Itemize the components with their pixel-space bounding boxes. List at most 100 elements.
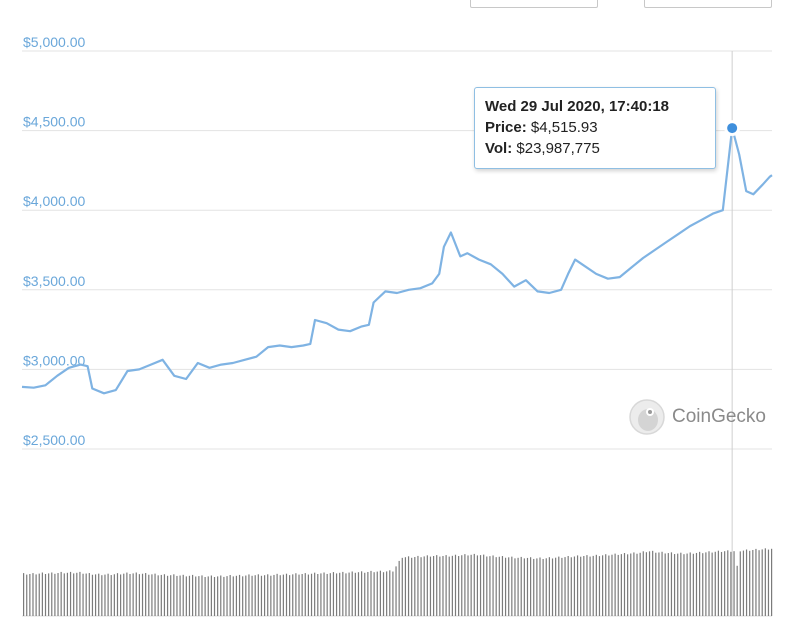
volume-bar [151,574,153,616]
volume-bar [120,574,122,616]
volume-bar [398,560,400,616]
volume-bar [429,556,432,616]
volume-bar [411,557,413,616]
volume-bar [192,574,194,616]
volume-bar [76,572,78,616]
volume-bar [329,573,331,616]
volume-bar [116,573,119,616]
volume-bar [533,558,535,616]
volume-bar [345,573,347,616]
volume-bar [545,558,547,616]
price-series [21,120,773,395]
volume-bar [23,573,25,616]
volume-bar [711,552,713,616]
tooltip-price-row: Price: $4,515.93 [485,117,705,138]
volume-bar [145,573,147,616]
y-tick-label: $4,000.00 [23,193,85,209]
volume-bar [110,575,112,616]
volume-bar [708,551,710,616]
volume-bar [652,550,654,616]
volume-bar [508,557,510,616]
volume-bar [179,575,181,616]
volume-bar [170,575,172,616]
volume-bar [251,575,253,616]
volume-bar [282,574,284,616]
volume-bar [623,553,626,616]
volume-bar [104,574,106,616]
volume-bar [620,554,622,616]
volume-bar [717,550,719,616]
coingecko-watermark: CoinGecko [628,398,766,436]
tooltip-price-label: Price: [485,119,527,136]
tooltip-vol-value: $23,987,775 [516,140,600,157]
volume-bar [44,574,47,616]
volume-bar [667,553,669,616]
volume-bar [736,565,738,616]
volume-bar [226,576,228,616]
date-to-input[interactable] [644,0,772,8]
volume-bar [670,552,673,616]
volume-bar [586,555,588,616]
volume-bar [138,574,140,616]
volume-bar [598,556,601,616]
volume-bar [292,574,294,616]
volume-bar [608,555,610,616]
volume-bar [335,573,338,616]
volume-bar [57,573,59,616]
highlight-marker[interactable] [725,121,740,136]
volume-bar [548,557,550,616]
volume-bar [238,574,241,616]
volume-bar [727,550,729,616]
volume-bar [511,556,513,616]
volume-bar [279,575,281,616]
volume-bar [451,555,453,616]
volume-bar [739,551,741,616]
volume-bar [370,570,372,616]
volume-bar [195,576,197,616]
tooltip-vol-row: Vol: $23,987,775 [485,138,705,159]
volume-bar [492,555,494,616]
volume-bar [755,548,757,616]
volume-bar [113,574,115,616]
volume-bar [60,571,62,616]
volume-bar [182,574,184,616]
volume-bar [48,573,50,616]
volume-bar [583,556,585,616]
volume-bar [539,557,541,616]
volume-bar [163,574,166,616]
volume-bar [73,573,75,616]
volume-bar [91,574,94,616]
volume-bar [605,554,607,616]
volume-bar [373,572,375,616]
volume-bar [339,572,341,616]
volume-bar [589,556,591,616]
volume-bar [523,558,525,616]
volume-bar [504,557,507,616]
volume-bar [260,575,263,616]
volume-bar [204,577,206,616]
volume-bar [382,572,385,616]
volume-bar [683,554,685,616]
volume-bar [611,554,613,616]
volume-bar [173,574,175,616]
volume-bar [639,552,641,616]
volume-bar [232,576,234,616]
date-from-input[interactable] [470,0,598,8]
volume-bar [310,573,313,616]
volume-bar [101,575,103,616]
volume-bar [648,551,651,616]
volume-bar [642,551,644,616]
gecko-logo-icon [629,399,665,435]
volume-bar [630,553,632,616]
volume-bar [695,552,698,616]
volume-bar [530,557,532,616]
volume-bar [677,553,679,616]
volume-bar [198,576,200,616]
volume-bar [132,573,134,616]
volume-bar [520,556,522,616]
volume-bar [354,572,356,616]
volume-bar [458,556,460,616]
volume-bar [242,576,244,616]
y-tick-label: $5,000.00 [23,34,85,50]
volume-bar [580,556,582,616]
